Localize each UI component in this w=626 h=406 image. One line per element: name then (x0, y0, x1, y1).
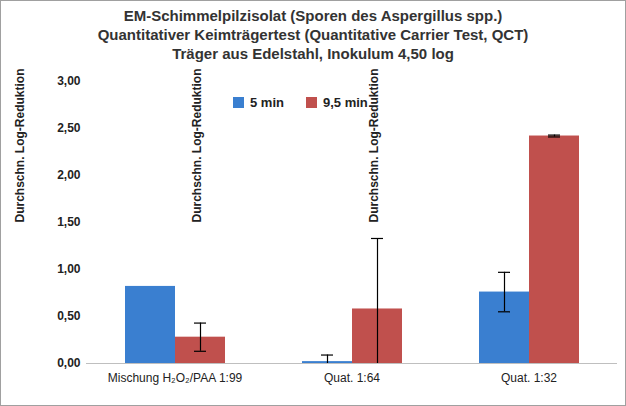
svg-text:1,50: 1,50 (57, 215, 81, 229)
svg-text:Durchschn. Log-Reduktion: Durchschn. Log-Reduktion (190, 69, 204, 223)
svg-text:Quat. 1:64: Quat. 1:64 (324, 371, 380, 385)
svg-text:Durchschn. Log-Reduktion: Durchschn. Log-Reduktion (13, 69, 27, 223)
svg-text:Quat. 1:32: Quat. 1:32 (501, 371, 557, 385)
html-text:EM-Schimmelpilzisolat (Sporen: EM-Schimmelpilzisolat (Sporen des Asperg… (123, 7, 503, 24)
svg-text:3,00: 3,00 (57, 74, 81, 88)
html-text:Quantitativer Keimträgertest (: Quantitativer Keimträgertest (Quantitati… (97, 26, 529, 43)
svg-text:Durchschn. Log-Reduktion: Durchschn. Log-Reduktion (367, 69, 381, 223)
svg-text:1,00: 1,00 (57, 262, 81, 276)
svg-text:0,00: 0,00 (57, 356, 81, 370)
svg-text:2,00: 2,00 (57, 168, 81, 182)
html-text:5 min: 5 min (250, 95, 284, 110)
svg-text:0,50: 0,50 (57, 309, 81, 323)
html-text:9,5 min: 9,5 min (323, 95, 368, 110)
svg-text:Mischung H₂O₂/PAA 1:99: Mischung H₂O₂/PAA 1:99 (108, 371, 243, 385)
svg-text:2,50: 2,50 (57, 121, 81, 135)
html-text:Träger aus Edelstahl, Inokulum: Träger aus Edelstahl, Inokulum 4,50 log (172, 45, 454, 62)
